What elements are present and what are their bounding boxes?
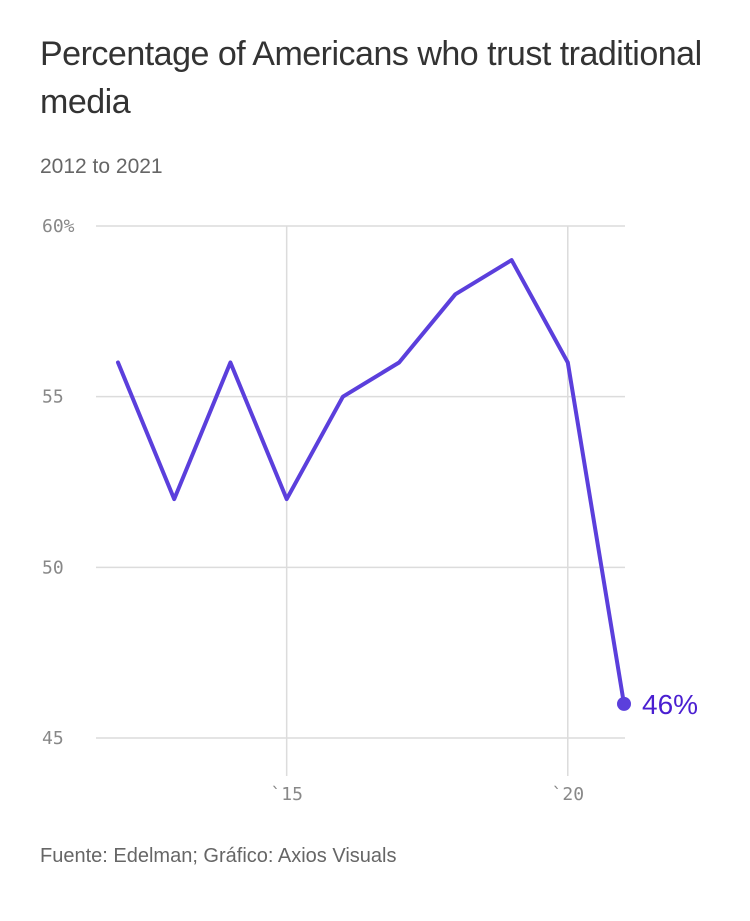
trust-line xyxy=(116,258,626,706)
y-tick-label: 45 xyxy=(42,728,64,749)
y-tick-label: 50 xyxy=(42,557,64,578)
x-tick-label: `15 xyxy=(270,784,303,805)
y-gridlines xyxy=(96,225,625,739)
y-tick-label: 60% xyxy=(42,216,75,237)
end-point-marker xyxy=(617,696,631,711)
source-note: Fuente: Edelman; Gráfico: Axios Visuals xyxy=(40,845,397,867)
x-tick-label: `20 xyxy=(552,784,585,805)
x-axis-labels: `15 `20 xyxy=(270,784,584,805)
chart-title: Percentage of Americans who trust tradit… xyxy=(40,35,702,121)
x-gridlines xyxy=(285,226,569,776)
series-group: 46% xyxy=(116,258,698,720)
chart-subtitle: 2012 to 2021 xyxy=(40,155,163,178)
end-value-label: 46% xyxy=(642,689,698,720)
y-axis-labels: 60% 55 50 45 xyxy=(42,216,75,749)
y-tick-label: 55 xyxy=(42,387,64,408)
